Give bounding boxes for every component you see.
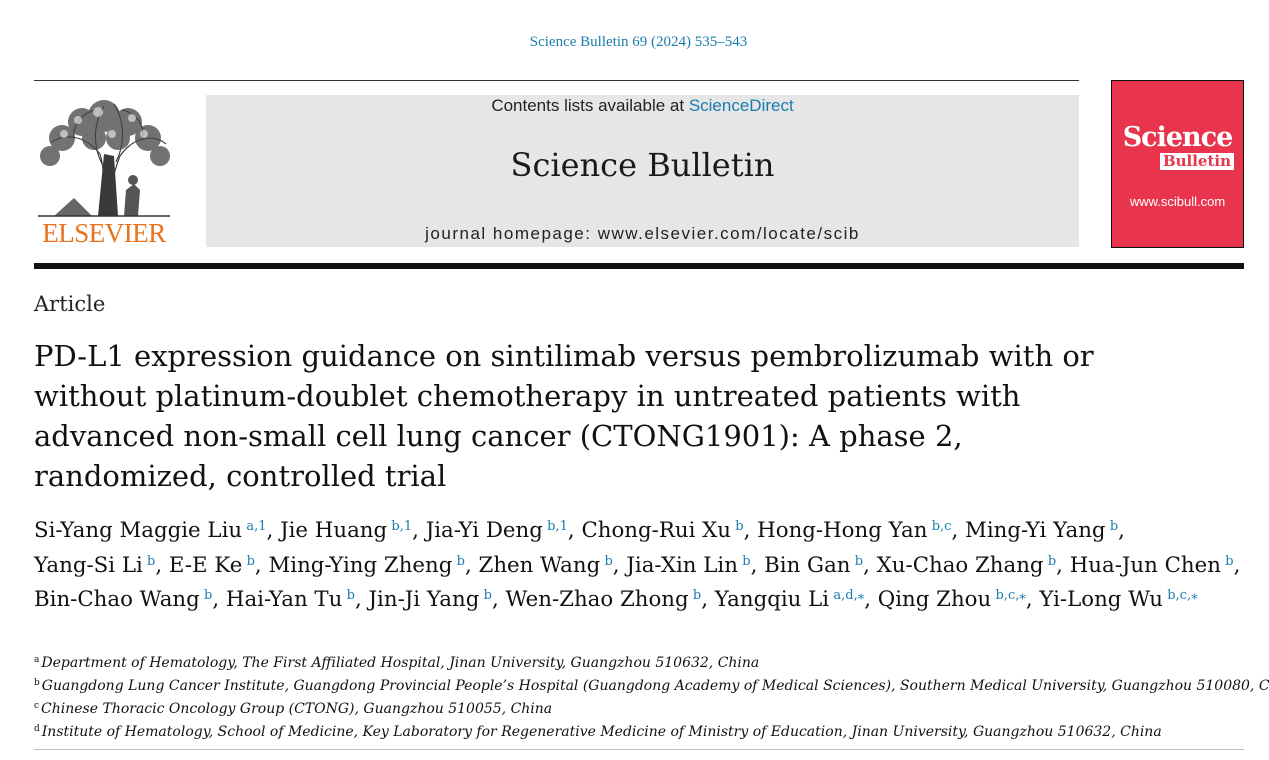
author-affiliation-marker[interactable]: b: [1047, 553, 1057, 569]
author-affiliation-marker[interactable]: b: [204, 588, 213, 603]
author[interactable]: Chong-Rui Xu b: [581, 518, 743, 543]
affiliation-item: c Chinese Thoracic Oncology Group (CTONG)…: [34, 696, 1259, 719]
author[interactable]: Hai-Yan Tu b: [226, 587, 355, 612]
affiliation-item: d Institute of Hematology, School of Medi…: [34, 719, 1259, 742]
author-affiliation-marker[interactable]: b: [742, 553, 751, 569]
author[interactable]: Zhen Wang b: [479, 553, 613, 578]
journal-masthead: Contents lists available at ScienceDirec…: [206, 95, 1079, 247]
author-affiliation-marker[interactable]: b: [483, 588, 492, 603]
author-name[interactable]: E-E Ke: [168, 552, 243, 578]
publisher-logo[interactable]: ELSEVIER: [34, 94, 174, 248]
author[interactable]: Jin-Ji Yang b: [369, 587, 492, 612]
author-name[interactable]: Ming-Ying Zheng: [268, 552, 453, 578]
cover-title-bulletin: Bulletin: [1159, 153, 1234, 170]
author-name[interactable]: Zhen Wang: [478, 552, 601, 578]
author[interactable]: Qing Zhou b,c,⁎: [878, 587, 1026, 612]
author[interactable]: Hong-Hong Yan b,c: [757, 518, 951, 543]
author-affiliation-marker[interactable]: b: [1225, 553, 1234, 569]
article-type: Article: [34, 292, 106, 316]
author-affiliation-marker[interactable]: b: [346, 588, 355, 603]
author-name[interactable]: Yangqiu Li: [714, 587, 830, 612]
author-affiliation-marker[interactable]: b: [456, 553, 465, 569]
affiliation-text: Chinese Thoracic Oncology Group (CTONG),…: [41, 701, 553, 717]
affiliation-text: Institute of Hematology, School of Medic…: [41, 724, 1162, 740]
author[interactable]: Xu-Chao Zhang b: [877, 553, 1057, 578]
author-affiliation-marker[interactable]: b,c,⁎: [995, 588, 1026, 603]
author[interactable]: Jie Huang b,1: [280, 518, 412, 543]
affiliation-letter: a: [34, 655, 40, 665]
author-name[interactable]: Bin-Chao Wang: [34, 587, 200, 612]
author-affiliation-marker[interactable]: b: [854, 553, 864, 569]
journal-homepage-link[interactable]: journal homepage: www.elsevier.com/locat…: [425, 224, 860, 243]
publisher-name: ELSEVIER: [42, 218, 166, 248]
author-name[interactable]: Chong-Rui Xu: [581, 518, 732, 543]
article-title: PD-L1 expression guidance on sintilimab …: [34, 339, 1094, 493]
cover-title-science: Science: [1122, 122, 1234, 153]
author-name[interactable]: Si-Yang Maggie Liu: [34, 518, 243, 543]
author[interactable]: Ming-Ying Zheng b: [268, 553, 465, 578]
author-name[interactable]: Hai-Yan Tu: [225, 587, 343, 612]
author[interactable]: Jia-Yi Deng b,1: [426, 518, 568, 543]
author-name[interactable]: Qing Zhou: [877, 587, 992, 612]
affiliation-text: Guangdong Lung Cancer Institute, Guangdo…: [41, 678, 1269, 694]
author-affiliation-marker[interactable]: b,c: [931, 519, 952, 534]
author-name[interactable]: Xu-Chao Zhang: [876, 552, 1044, 578]
author-affiliation-marker[interactable]: b: [246, 553, 255, 569]
author-affiliation-marker[interactable]: a,d,⁎: [833, 588, 865, 603]
author-list: Si-Yang Maggie Liu a,1, Jie Huang b,1, J…: [34, 518, 1241, 612]
author[interactable]: Yangqiu Li a,d,⁎: [715, 587, 864, 612]
author-affiliation-marker[interactable]: b,1: [391, 519, 413, 534]
affiliation-item: b Guangdong Lung Cancer Institute, Guangd…: [34, 673, 1269, 696]
sciencedirect-link[interactable]: ScienceDirect: [688, 96, 794, 115]
header-rule: [34, 80, 1079, 81]
author-affiliation-marker[interactable]: b,1: [547, 519, 568, 534]
author-name[interactable]: Jia-Xin Lin: [626, 552, 738, 578]
author[interactable]: Ming-Yi Yang b: [965, 518, 1118, 543]
author-affiliation-marker[interactable]: b: [147, 553, 156, 569]
author-affiliation-marker[interactable]: b: [1109, 519, 1119, 534]
author-name[interactable]: Hua-Jun Chen: [1069, 552, 1221, 578]
affiliation-letter: c: [34, 701, 40, 711]
author-name[interactable]: Hong-Hong Yan: [757, 518, 928, 543]
author-name[interactable]: Jin-Ji Yang: [368, 587, 480, 612]
affiliation-letter: b: [34, 678, 40, 688]
author[interactable]: Bin-Chao Wang b: [34, 587, 212, 612]
author[interactable]: Bin Gan b: [764, 553, 863, 578]
contents-line: Contents lists available at ScienceDirec…: [206, 96, 1079, 116]
affiliation-item: a Department of Hematology, The First Aff…: [34, 650, 1259, 673]
author-name[interactable]: Jie Huang: [280, 518, 388, 543]
author-affiliation-marker[interactable]: b: [604, 553, 613, 569]
author[interactable]: E-E Ke b: [169, 553, 255, 578]
author-name[interactable]: Wen-Zhao Zhong: [505, 587, 689, 612]
author-name[interactable]: Jia-Yi Deng: [425, 518, 543, 543]
author[interactable]: Wen-Zhao Zhong b: [505, 587, 701, 612]
author-name[interactable]: Bin Gan: [764, 552, 851, 578]
author[interactable]: Si-Yang Maggie Liu a,1: [34, 518, 267, 543]
affiliation-letter: d: [34, 724, 40, 734]
author-affiliation-marker[interactable]: b: [692, 588, 702, 603]
author[interactable]: Yi-Long Wu b,c,⁎: [1039, 587, 1197, 612]
journal-cover[interactable]: Science Bulletin www.scibull.com: [1111, 80, 1244, 248]
affiliation-text: Department of Hematology, The First Affi…: [41, 655, 760, 671]
author[interactable]: Yang-Si Li b: [34, 553, 155, 578]
header-thick-rule: [34, 263, 1244, 269]
author[interactable]: Jia-Xin Lin b: [626, 553, 750, 578]
footer-rule: [34, 749, 1244, 750]
author-affiliation-marker[interactable]: b: [735, 519, 744, 534]
author[interactable]: Hua-Jun Chen b: [1070, 553, 1234, 578]
contents-prefix: Contents lists available at: [491, 96, 689, 115]
author-name[interactable]: Ming-Yi Yang: [965, 518, 1106, 543]
author-name[interactable]: Yang-Si Li: [34, 552, 143, 578]
author-affiliation-marker[interactable]: b,c,⁎: [1167, 588, 1198, 603]
cover-url: www.scibull.com: [1129, 194, 1226, 209]
author-affiliation-marker[interactable]: a,1: [246, 519, 267, 534]
elsevier-tree-logo-icon: [34, 94, 174, 220]
journal-title: Science Bulletin: [510, 146, 775, 184]
affiliation-list: a Department of Hematology, The First Aff…: [34, 650, 1269, 742]
author-name[interactable]: Yi-Long Wu: [1039, 587, 1163, 612]
citation-line[interactable]: Science Bulletin 69 (2024) 535–543: [529, 34, 748, 50]
